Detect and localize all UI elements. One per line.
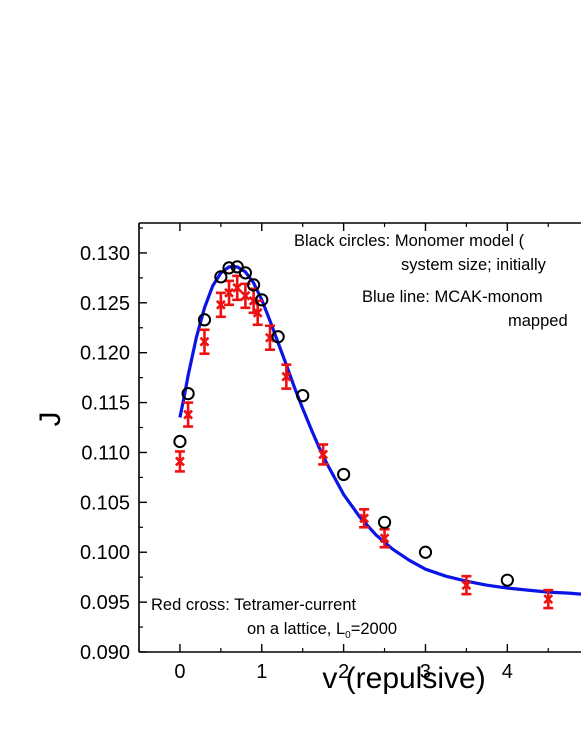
annotation-red-line2-sub: 0 (345, 630, 351, 641)
black-circle-point (337, 467, 351, 482)
red-cross-mark (240, 290, 251, 301)
red-cross-point (252, 299, 263, 327)
red-cross-mark (183, 409, 194, 420)
red-cross-mark (281, 371, 292, 382)
black-circle-point (246, 278, 261, 292)
red-cross-point (174, 450, 185, 473)
red-cross-mark (359, 513, 370, 524)
annotation-red-line2: on a lattice, L0=2000 (247, 620, 397, 641)
red-cross-point (359, 508, 370, 529)
red-cross-mark (379, 533, 390, 544)
red-cross-mark (199, 336, 210, 347)
red-cross-mark (175, 456, 185, 467)
y-tick-label: 0.115 (81, 393, 130, 415)
x-tick-label: 4 (502, 661, 513, 683)
black-circle-point (238, 266, 253, 280)
black-circle-point (418, 545, 433, 559)
red-cross-point (461, 574, 472, 596)
y-tick-label: 0.130 (80, 243, 130, 265)
y-tick-label: 0.095 (80, 592, 130, 614)
annotation-red-line2-post: =2000 (351, 620, 397, 638)
x-axis-title: v (repulsive) (322, 662, 485, 695)
chart-marks (173, 260, 581, 610)
red-cross-point (240, 282, 251, 310)
black-circle-point (181, 387, 195, 401)
annotation-black-line1: Black circles: Monomer model ( (294, 232, 525, 250)
annotation-blue-line2: mapped (508, 312, 568, 330)
red-cross-point (318, 443, 329, 466)
y-tick-label: 0.090 (80, 642, 130, 664)
x-tick-label: 1 (256, 661, 267, 683)
black-circle-point (296, 388, 310, 403)
black-circle-point (222, 261, 236, 275)
y-tick-label: 0.110 (81, 442, 130, 464)
red-cross-mark (215, 299, 226, 310)
axes: 0 1 2 3 4 0.090 0.095 0.100 0.105 0.110 0.115 0.120… (80, 222, 581, 683)
y-tick-label: 0.125 (80, 293, 130, 315)
red-cross-point (264, 324, 275, 352)
annotation-red-line2-pre: on a lattice, L (247, 620, 345, 638)
red-cross-point (183, 401, 194, 428)
black-circle-point (271, 330, 285, 344)
red-cross-mark (252, 307, 263, 318)
annotation-blue-line1: Blue line: MCAK-monom (362, 288, 543, 306)
red-cross-point (232, 274, 243, 302)
red-cross-mark (232, 282, 243, 293)
red-cross-point (379, 527, 390, 549)
red-cross-point (215, 291, 226, 319)
black-circle-point (377, 515, 392, 529)
black-circle-point (173, 434, 187, 449)
black-circle-point (197, 313, 212, 327)
black-circle-point (500, 573, 514, 587)
y-axis-title: J (34, 412, 67, 427)
red-cross-point (199, 328, 210, 355)
red-cross-mark (318, 449, 329, 460)
red-cross-point (543, 588, 554, 610)
annotation-black-line2: system size; initially (401, 256, 547, 274)
black-circle-point (255, 293, 269, 307)
x-tick-label: 0 (174, 661, 185, 683)
x-tick-label: 3 (420, 661, 431, 683)
black-circle-point (214, 270, 228, 284)
red-cross-mark (543, 594, 554, 605)
red-cross-point (281, 363, 292, 390)
x-tick-label: 2 (338, 661, 349, 683)
annotation-red-line1: Red cross: Tetramer-current (151, 596, 357, 614)
y-tick-label: 0.100 (80, 542, 130, 564)
y-tick-label: 0.105 (80, 492, 130, 514)
red-cross-mark (461, 580, 472, 591)
y-tick-label: 0.120 (80, 343, 130, 365)
red-cross-mark (224, 287, 234, 298)
